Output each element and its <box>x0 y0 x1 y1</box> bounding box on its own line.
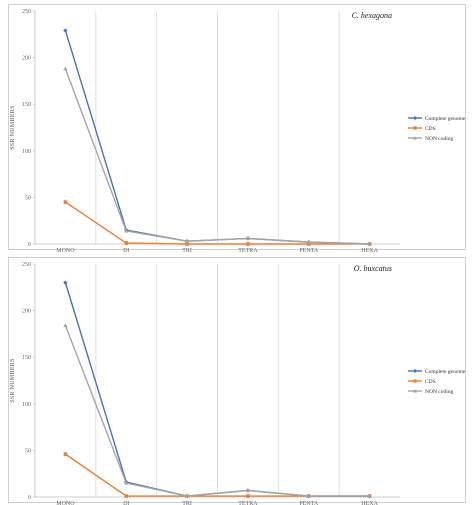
data-point-non-coding <box>184 493 190 498</box>
y-tick-label: 150 <box>22 102 31 108</box>
y-tick-label: 50 <box>25 195 31 201</box>
legend-label-cds: CDS <box>425 379 436 385</box>
data-point-cds <box>124 494 129 498</box>
data-point-complete-genome <box>63 28 68 33</box>
line-chart-top: 0 50 100 150 200 250 MONO DI TRI TETRA PENTA HEXA SS… <box>10 9 466 253</box>
legend-label-non-coding: NON coding <box>425 136 454 142</box>
legend-marker-cds <box>413 379 417 383</box>
chart-frame <box>8 4 466 250</box>
chart-title: O. buxcatus <box>354 264 392 273</box>
data-point-non-coding <box>306 493 311 498</box>
y-tick-label: 200 <box>22 309 31 315</box>
legend-label-cds: CDS <box>425 126 436 132</box>
y-tick-label: 100 <box>22 149 31 155</box>
data-point-non-coding <box>124 228 129 233</box>
data-point-non-coding <box>124 480 129 485</box>
data-point-non-coding <box>367 493 372 498</box>
series-line-non-coding <box>64 325 370 497</box>
data-point-cds <box>246 494 250 498</box>
y-tick-label: 250 <box>22 9 31 15</box>
data-point-cds <box>63 452 68 456</box>
data-point-cds <box>306 242 311 246</box>
x-tick-label: TETRA <box>238 501 258 505</box>
legend-marker-cds <box>413 126 417 130</box>
series-line-non-coding <box>64 68 370 245</box>
x-tick-label: DI <box>123 501 129 505</box>
line-chart-bottom: 0 50 100 150 200 250 MONO DI TRI TETRA PENTA HEXA SS… <box>10 262 466 505</box>
x-tick-label: TRI <box>182 248 192 253</box>
legend-marker-non-coding <box>413 136 417 140</box>
y-tick-label: 100 <box>22 402 31 408</box>
y-tick-label: 50 <box>25 448 31 454</box>
data-point-non-coding <box>63 323 68 328</box>
data-point-cds <box>63 200 68 204</box>
x-tick-label: DI <box>123 248 129 253</box>
legend-label-complete-genome: Complete genome <box>425 369 466 375</box>
chart-title: C. hexagona <box>352 11 392 20</box>
x-tick-label: PENTA <box>299 501 319 505</box>
y-tick-label: 150 <box>22 355 31 361</box>
data-point-cds <box>185 242 189 246</box>
data-point-cds <box>124 241 129 245</box>
x-tick-label: TRI <box>182 501 192 505</box>
data-point-non-coding <box>63 66 68 71</box>
x-tick-label: HEXA <box>361 248 378 253</box>
legend-marker-complete-genome <box>413 116 417 120</box>
x-tick-label: TETRA <box>238 248 258 253</box>
y-axis-label: SSR NUMBERS <box>10 358 16 402</box>
y-tick-label: 250 <box>22 262 31 268</box>
data-point-non-coding <box>367 241 372 246</box>
data-point-non-coding <box>184 239 190 243</box>
chart-panel-top: 0 50 100 150 200 250 MONO DI TRI TETRA PENTA HEXA SS… <box>8 4 466 253</box>
x-tick-label: MONO <box>56 248 75 253</box>
legend-label-complete-genome: Complete genome <box>425 116 466 122</box>
series-line-cds <box>65 201 370 245</box>
data-point-non-coding <box>245 488 251 493</box>
legend-marker-non-coding <box>413 389 417 393</box>
y-axis-label: SSR NUMBERS <box>10 105 16 149</box>
x-tick-label: PENTA <box>299 248 319 253</box>
y-tick-label: 0 <box>28 242 31 248</box>
chart-panel-bottom: 0 50 100 150 200 250 MONO DI TRI TETRA PENTA HEXA SS… <box>0 253 474 505</box>
legend-marker-complete-genome <box>413 369 417 373</box>
data-point-non-coding <box>245 236 251 241</box>
x-tick-label: MONO <box>56 501 75 505</box>
legend-label-non-coding: NON coding <box>425 389 454 395</box>
y-tick-label: 200 <box>22 56 31 62</box>
chart-frame <box>8 257 466 503</box>
data-point-complete-genome <box>63 280 68 285</box>
data-point-cds <box>246 242 250 246</box>
x-tick-label: HEXA <box>361 501 378 505</box>
data-point-non-coding <box>306 239 311 244</box>
y-tick-label: 0 <box>28 495 31 501</box>
